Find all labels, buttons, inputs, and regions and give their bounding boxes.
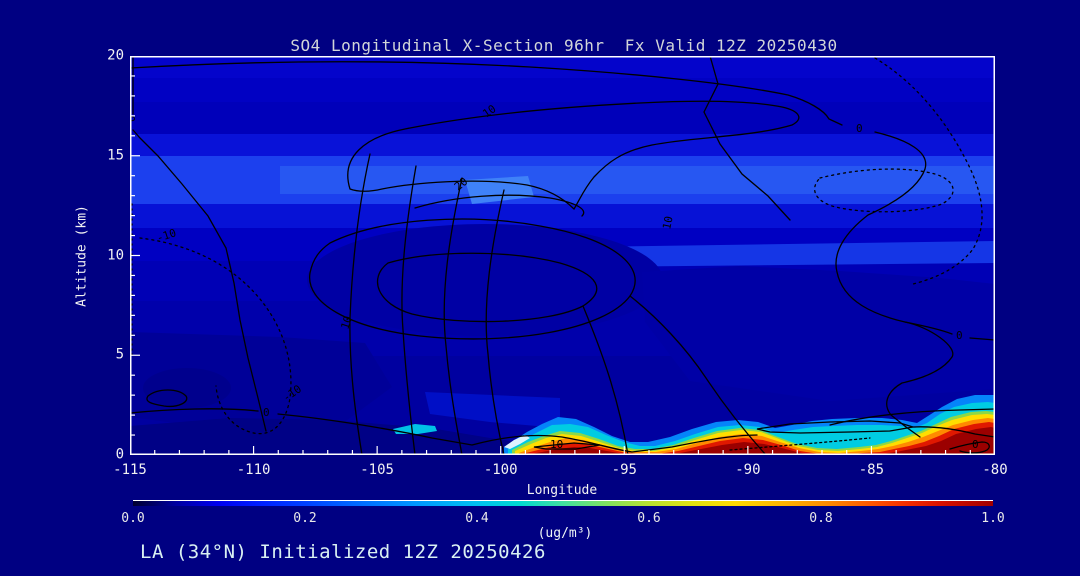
surface-plume <box>393 395 995 455</box>
contour-label: 0 <box>956 329 963 342</box>
fill-bands <box>130 56 995 455</box>
contour-label: 0 <box>130 115 138 122</box>
y-tick-label: 10 <box>107 247 124 264</box>
y-tick-label: 5 <box>115 346 124 363</box>
x-tick-label: -85 <box>858 462 885 478</box>
contour-label: 10 <box>338 314 354 331</box>
contour-label: 10 <box>480 102 498 120</box>
contour-label: 20 <box>452 175 470 193</box>
x-axis-label: Longitude <box>526 483 598 498</box>
y-axis-label: Altitude (km) <box>74 205 90 307</box>
x-tick-label: -100 <box>483 462 518 478</box>
contour-label: -10 <box>155 226 178 245</box>
x-tick-label: -95 <box>611 462 637 478</box>
contour-plot-area: 0 10 20 10 10 -10 -10 0 0 0 10 0 <box>130 56 995 455</box>
x-tick-label: -115 <box>113 462 147 478</box>
x-tick-label: -80 <box>982 462 1008 478</box>
x-tick-label: -110 <box>236 462 271 478</box>
colorbar-tick-label: 0.4 <box>465 511 489 526</box>
colorbar-gradient <box>133 500 993 506</box>
contour-label: 0 <box>972 438 979 451</box>
colorbar-tick-label: 0.2 <box>293 511 317 526</box>
contour-label: 0 <box>856 122 863 135</box>
contour-label: 0 <box>263 406 270 419</box>
y-tick-label: 15 <box>107 147 124 164</box>
overlay-contours <box>130 56 995 455</box>
axis-ticks <box>130 56 995 455</box>
contour-label: 10 <box>550 438 563 451</box>
plot-title: SO4 Longitudinal X-Section 96hr Fx Valid… <box>290 36 838 55</box>
y-tick-label: 0 <box>115 446 124 463</box>
colorbar-tick-label: 0.0 <box>121 511 145 526</box>
y-tick-label: 20 <box>107 47 124 64</box>
colorbar-tick-label: 0.8 <box>809 511 833 526</box>
colorbar-tick-label: 1.0 <box>981 511 1005 526</box>
x-tick-label: -105 <box>360 462 394 478</box>
colorbar-units-label: (ug/m³) <box>537 526 593 541</box>
contour-label: 10 <box>660 215 675 231</box>
contour-labels: 0 10 20 10 10 -10 -10 0 0 0 10 0 <box>130 102 979 451</box>
x-tick-label: -90 <box>735 462 761 478</box>
colorbar-tick-label: 0.6 <box>637 511 661 526</box>
initialization-text: LA (34°N) Initialized 12Z 20250426 <box>140 541 546 563</box>
